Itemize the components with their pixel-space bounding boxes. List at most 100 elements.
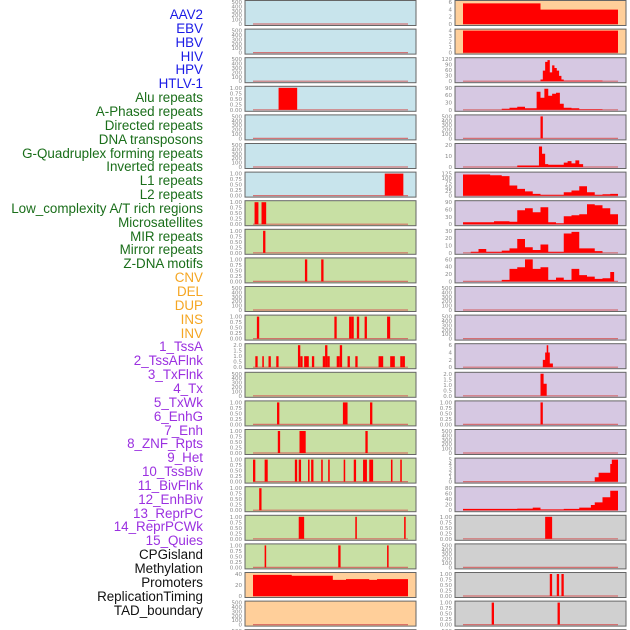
density-area [540, 402, 543, 425]
left-panel [244, 600, 417, 627]
y-tick-label: 6 [449, 343, 453, 349]
y-tick-label: 200 [232, 128, 243, 134]
y-tick-label: 0.25 [440, 531, 453, 537]
y-tick-label: 0 [449, 508, 453, 514]
y-tick-label: 0 [449, 451, 453, 457]
density-area [501, 88, 603, 110]
left-panel [244, 429, 417, 455]
feature-bar [549, 574, 553, 596]
y-tick-label: 0.25 [230, 560, 243, 566]
y-tick-label: 500 [232, 372, 243, 378]
feature-bar [298, 459, 302, 482]
feature-bar [349, 316, 352, 339]
y-tick-label: 0 [449, 51, 453, 57]
density-area [538, 116, 543, 139]
y-tick-label: 0.50 [230, 211, 243, 217]
row-label: ReplicationTiming [97, 588, 203, 604]
y-tick-label: 1.00 [230, 86, 243, 92]
feature-bar [255, 356, 258, 368]
left-panel [244, 314, 417, 341]
y-tick-label: 0.75 [440, 520, 453, 526]
density-area [463, 489, 618, 511]
feature-bar [297, 345, 301, 368]
y-tick-label: 0 [449, 279, 453, 285]
y-tick-label: 200 [232, 13, 243, 19]
row-label: Promoters [141, 574, 203, 590]
y-tick-label: 100 [442, 332, 453, 338]
y-tick-label: 60 [445, 492, 452, 498]
y-tick-label: 500 [442, 429, 453, 435]
y-tick-label: 100 [232, 161, 243, 167]
row-label: Directed repeats [104, 117, 203, 133]
y-tick-label: 200 [232, 614, 243, 620]
y-tick-label: 0 [239, 594, 243, 600]
y-tick-label: 0 [239, 623, 243, 629]
row-label: Alu repeats [135, 90, 203, 106]
y-tick-label: 0 [239, 165, 243, 171]
y-tick-label: 0.00 [440, 537, 453, 543]
y-tick-label: 500 [442, 114, 453, 120]
y-tick-label: 0.00 [230, 451, 243, 457]
left-panel [244, 400, 417, 427]
feature-bar [336, 356, 340, 368]
y-tick-label: 500 [232, 0, 243, 6]
y-tick-label: 400 [442, 290, 453, 296]
feature-bar [370, 402, 373, 425]
y-tick-label: 4 [449, 7, 453, 13]
y-tick-label: 200 [232, 385, 243, 391]
feature-bar [322, 356, 326, 368]
y-tick-label: 40 [445, 497, 452, 503]
y-tick-label: 2 [449, 471, 453, 477]
feature-bar [298, 516, 305, 539]
y-tick-label: 1.00 [440, 601, 453, 607]
row-label: 8_ZNF_Rpts [127, 436, 203, 452]
y-tick-label: 100 [442, 447, 453, 453]
feature-bar [311, 459, 314, 482]
feature-bar [378, 356, 384, 368]
y-tick-label: 4 [449, 29, 453, 35]
y-tick-label: 10 [445, 154, 452, 160]
y-tick-label: 1.00 [440, 400, 453, 406]
feature-bar [387, 316, 391, 339]
y-tick-label: 100 [232, 132, 243, 138]
right-panel [454, 514, 627, 541]
feature-bar [351, 316, 354, 339]
feature-bar [561, 574, 564, 596]
y-tick-label: 1.0 [443, 383, 452, 389]
y-tick-label: 0 [449, 222, 453, 228]
row-label: DNA transposons [98, 131, 203, 147]
y-tick-label: 1.00 [440, 572, 453, 578]
y-tick-label: 0.0 [443, 394, 452, 400]
density-area [470, 231, 603, 253]
feature-bar [325, 345, 328, 368]
y-tick-label: 500 [442, 286, 453, 292]
row-label: 14_ReprPCWk [113, 519, 203, 535]
right-panel [454, 314, 627, 341]
feature-bar [304, 356, 309, 368]
feature-bar [364, 316, 367, 339]
y-tick-label: 5 [449, 458, 453, 464]
y-tick-label: 200 [442, 299, 453, 305]
y-tick-label: 0 [449, 136, 453, 142]
y-tick-label: 1 [449, 475, 453, 481]
feature-bar [339, 345, 343, 368]
y-tick-label: 400 [232, 119, 243, 125]
feature-bar [355, 356, 358, 368]
row-label: Microsatellites [118, 214, 203, 230]
y-tick-label: 0.25 [230, 217, 243, 223]
y-tick-label: 300 [232, 381, 243, 387]
row-label: 3_TxFlnk [147, 367, 203, 383]
y-tick-label: 200 [442, 328, 453, 334]
y-tick-label: 0.50 [440, 612, 453, 618]
y-tick-label: 0.25 [230, 245, 243, 251]
y-tick-label: 0.50 [230, 97, 243, 103]
y-tick-label: 2 [449, 15, 453, 21]
y-tick-label: 30 [445, 100, 452, 106]
y-tick-label: 300 [232, 295, 243, 301]
y-tick-label: 30 [445, 215, 452, 221]
y-tick-label: 0.00 [230, 251, 243, 257]
y-tick-label: 20 [445, 503, 452, 509]
left-panel [244, 371, 417, 398]
y-tick-label: 500 [232, 57, 243, 63]
